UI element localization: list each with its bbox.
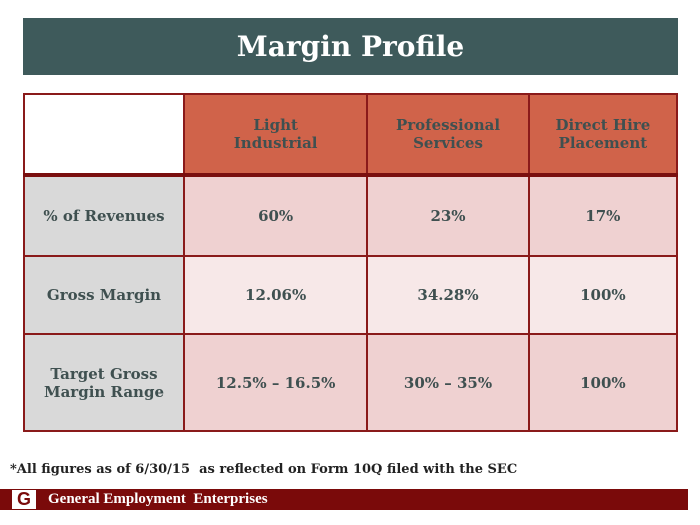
cell: 60%: [182, 173, 369, 258]
cell: 12.06%: [182, 255, 369, 335]
row-label: % of Revenues: [23, 173, 185, 258]
cell: 30% – 35%: [366, 333, 530, 432]
row-label: Target Gross Margin Range: [23, 333, 185, 432]
margin-table: Light Industrial Professional Services D…: [23, 93, 679, 432]
row-label: Gross Margin: [23, 255, 185, 335]
corner-cell: [23, 93, 185, 177]
table-row: % of Revenues 60% 23% 17%: [23, 173, 679, 258]
header-row: Light Industrial Professional Services D…: [23, 93, 679, 177]
cell: 100%: [527, 255, 679, 335]
table-row: Gross Margin 12.06% 34.28% 100%: [23, 255, 679, 335]
cell: 100%: [527, 333, 679, 432]
page-title: Margin Profile: [23, 18, 678, 75]
col-header: Light Industrial: [182, 93, 369, 177]
cell: 17%: [527, 173, 679, 258]
cell: 12.5% – 16.5%: [182, 333, 369, 432]
cell: 23%: [366, 173, 530, 258]
table-row: Target Gross Margin Range 12.5% – 16.5% …: [23, 333, 679, 432]
col-header: Professional Services: [366, 93, 530, 177]
col-header: Direct Hire Placement: [527, 93, 679, 177]
cell: 34.28%: [366, 255, 530, 335]
footer-bar: [0, 489, 688, 510]
company-logo-icon: G: [12, 490, 36, 509]
company-name: General Employment Enterprises: [48, 491, 268, 507]
footnote: *All figures as of 6/30/15 as reflected …: [10, 462, 518, 477]
